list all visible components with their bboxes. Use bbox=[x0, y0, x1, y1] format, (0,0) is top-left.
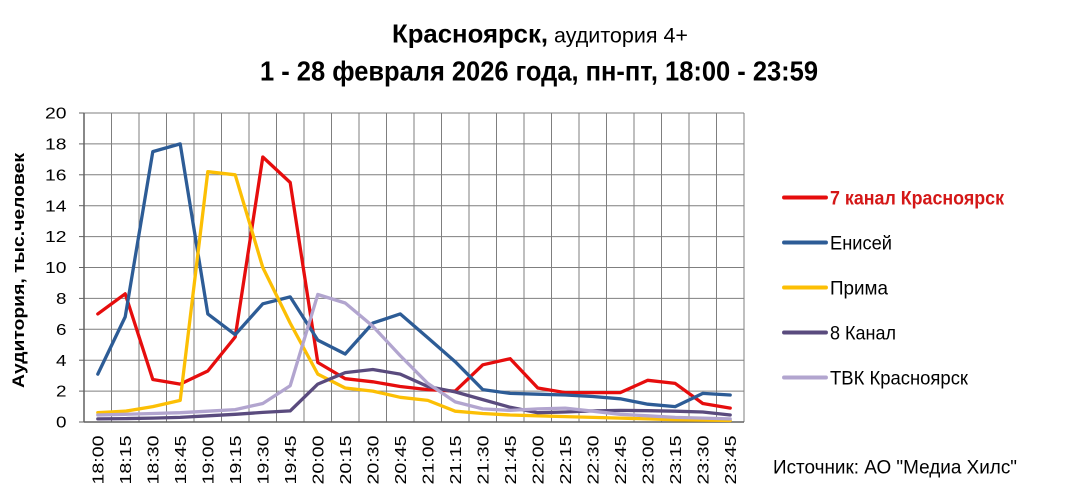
svg-text:Аудитория, тыс.человек: Аудитория, тыс.человек bbox=[10, 152, 28, 388]
svg-text:20:30: 20:30 bbox=[366, 435, 383, 484]
svg-text:23:30: 23:30 bbox=[696, 435, 713, 484]
svg-text:6: 6 bbox=[56, 322, 67, 339]
svg-text:18:00: 18:00 bbox=[91, 435, 108, 484]
svg-text:Прима: Прима bbox=[830, 278, 888, 300]
svg-text:18:30: 18:30 bbox=[146, 435, 163, 484]
svg-text:аудитория 4+: аудитория 4+ bbox=[554, 24, 688, 47]
svg-text:8 Канал: 8 Канал bbox=[830, 323, 896, 345]
svg-text:23:00: 23:00 bbox=[641, 435, 658, 484]
svg-text:14: 14 bbox=[45, 198, 67, 215]
svg-text:0: 0 bbox=[56, 415, 67, 432]
svg-text:Источник: АО "Медиа Хилс": Источник: АО "Медиа Хилс" bbox=[773, 458, 1017, 479]
svg-text:21:00: 21:00 bbox=[421, 435, 438, 484]
svg-text:ТВК Красноярск: ТВК Красноярск bbox=[830, 368, 968, 390]
svg-text:22:00: 22:00 bbox=[531, 435, 548, 484]
svg-text:21:15: 21:15 bbox=[448, 435, 465, 484]
svg-text:23:15: 23:15 bbox=[668, 435, 685, 484]
svg-text:19:30: 19:30 bbox=[256, 435, 273, 484]
svg-text:18:45: 18:45 bbox=[173, 435, 190, 484]
svg-text:21:30: 21:30 bbox=[476, 435, 493, 484]
svg-text:2: 2 bbox=[56, 384, 67, 401]
svg-text:19:45: 19:45 bbox=[283, 435, 300, 484]
svg-text:16: 16 bbox=[45, 167, 67, 184]
svg-text:12: 12 bbox=[45, 229, 67, 246]
svg-text:10: 10 bbox=[45, 260, 67, 277]
svg-text:7 канал Красноярск: 7 канал Красноярск bbox=[830, 188, 1004, 210]
svg-text:23:45: 23:45 bbox=[723, 435, 740, 484]
svg-text:1 - 28 февраля 2026 года, пн-п: 1 - 28 февраля 2026 года, пн-пт, 18:00 -… bbox=[260, 56, 818, 87]
svg-text:19:15: 19:15 bbox=[228, 435, 245, 484]
svg-text:20:45: 20:45 bbox=[393, 435, 410, 484]
svg-text:20: 20 bbox=[45, 106, 67, 123]
svg-text:22:15: 22:15 bbox=[558, 435, 575, 484]
svg-text:4: 4 bbox=[56, 353, 67, 370]
svg-text:22:45: 22:45 bbox=[613, 435, 630, 484]
svg-text:20:15: 20:15 bbox=[338, 435, 355, 484]
svg-text:19:00: 19:00 bbox=[201, 435, 218, 484]
svg-text:20:00: 20:00 bbox=[311, 435, 328, 484]
svg-text:Енисей: Енисей bbox=[830, 233, 892, 255]
svg-text:18:15: 18:15 bbox=[118, 435, 135, 484]
svg-text:22:30: 22:30 bbox=[586, 435, 603, 484]
svg-text:21:45: 21:45 bbox=[503, 435, 520, 484]
svg-text:Красноярск,: Красноярск, bbox=[392, 18, 548, 48]
svg-text:8: 8 bbox=[56, 291, 67, 308]
svg-text:18: 18 bbox=[45, 137, 67, 154]
